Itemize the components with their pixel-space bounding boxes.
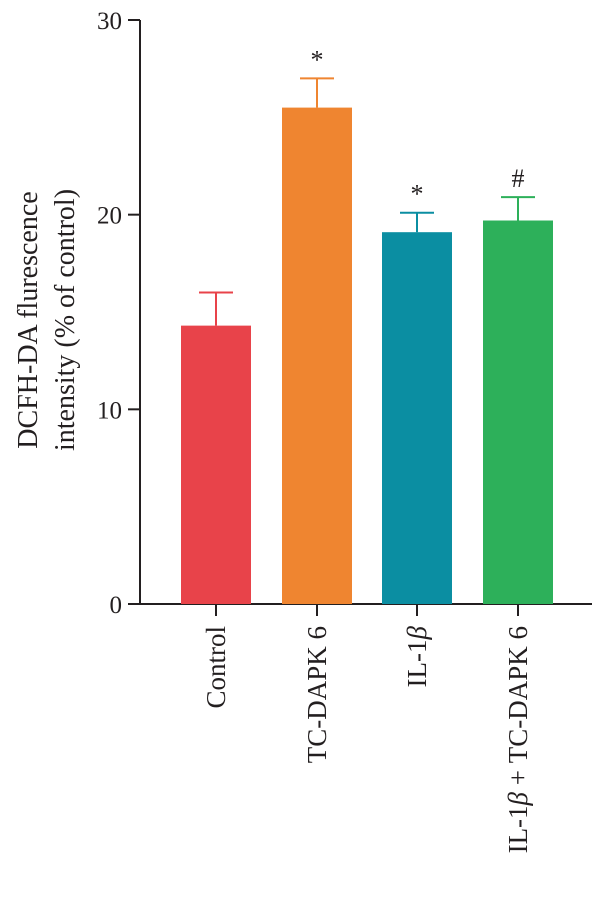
- bar-0: [181, 325, 251, 604]
- y-axis-label: DCFH-DA flurescence intensity (% of contr…: [13, 189, 81, 451]
- error-bars: [199, 77, 535, 326]
- y-axis-label-line-0: DCFH-DA flurescence: [13, 191, 44, 448]
- significance-marker-2: *: [411, 180, 424, 209]
- y-axis: 0 10 20 30: [97, 8, 141, 619]
- bar-1: [282, 107, 352, 604]
- bar-2: [382, 232, 452, 605]
- category-label-2: IL-1β: [402, 625, 432, 687]
- bars: [181, 107, 553, 605]
- bar-3: [483, 220, 553, 605]
- x-axis: [140, 603, 592, 616]
- significance-marker-1: *: [311, 45, 324, 74]
- y-tick-label: 30: [97, 8, 122, 35]
- category-label-0: Control: [201, 626, 231, 709]
- y-tick-label: 20: [97, 203, 122, 230]
- y-tick-label: 0: [110, 592, 123, 619]
- category-label-1: TC-DAPK 6: [302, 626, 332, 763]
- significance-markers: * * #: [311, 45, 525, 208]
- significance-marker-3: #: [512, 164, 525, 193]
- category-labels: Control TC-DAPK 6 IL-1β IL-1β + TC-DAPK 6: [201, 625, 533, 853]
- y-axis-label-line-1: intensity (% of control): [50, 189, 81, 451]
- y-tick-label: 10: [97, 397, 122, 424]
- category-label-3: IL-1β + TC-DAPK 6: [503, 626, 533, 853]
